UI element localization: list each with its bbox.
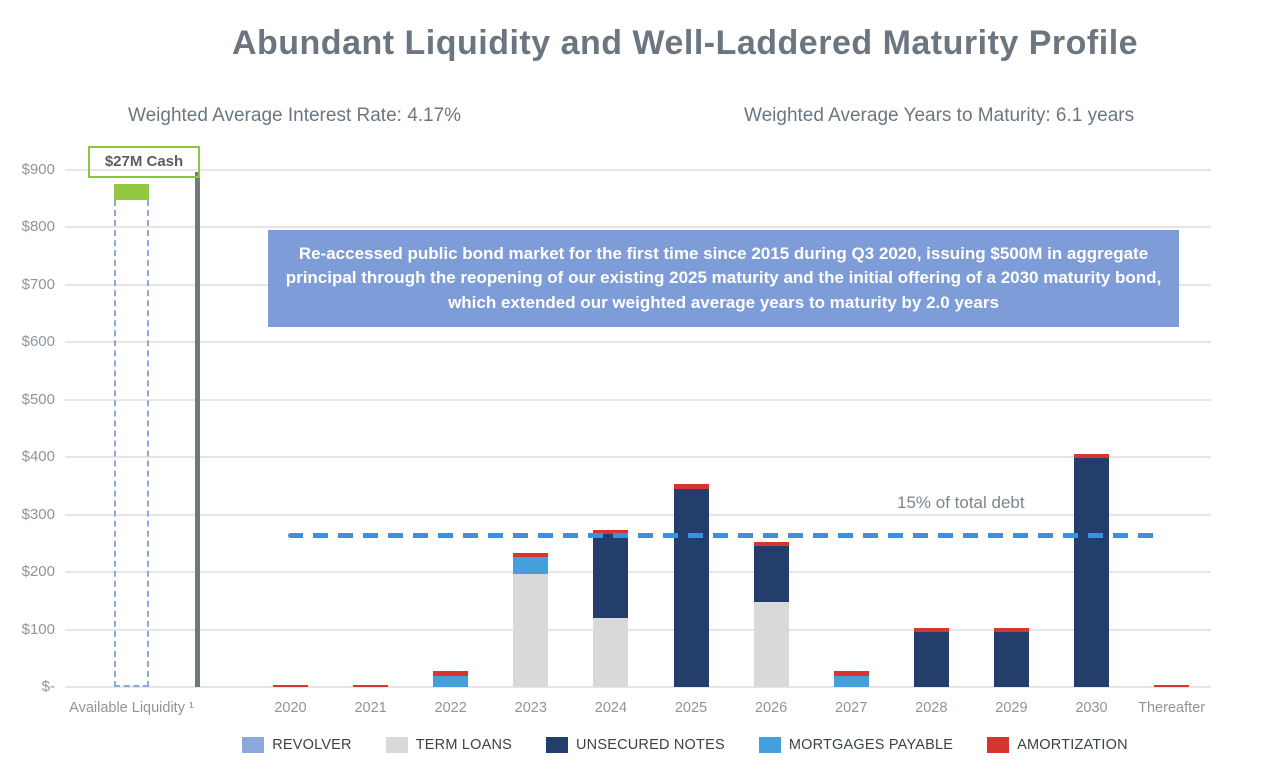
gridline-400 — [65, 456, 1211, 459]
legend-label-amortization: AMORTIZATION — [1017, 737, 1128, 753]
bar-segment-amortization — [433, 670, 469, 677]
bar-segment-cash — [114, 184, 149, 200]
threshold-dashed-line — [288, 532, 1157, 538]
bond-market-note: Re-accessed public bond market for the f… — [268, 230, 1179, 327]
gridline-200 — [65, 571, 1211, 574]
y-axis-tick-label: $900 — [21, 161, 55, 178]
x-axis-label-available-liquidity-: Available Liquidity ¹ — [69, 700, 194, 716]
bar-segment-mortgages-payable — [513, 556, 549, 574]
bar-segment-unsecured-notes — [673, 488, 709, 687]
gridline-100 — [65, 628, 1211, 631]
legend-swatch-mortgages-payable — [758, 737, 781, 753]
bar-segment-term-loans — [593, 618, 629, 687]
bar-segment-amortization — [513, 553, 549, 557]
bar-segment-amortization — [1154, 685, 1190, 687]
x-axis-label-thereafter: Thereafter — [1138, 700, 1206, 716]
chart-legend: REVOLVER TERM LOANS UNSECURED NOTES MORTGAG… — [90, 737, 1280, 753]
axis-separator-line — [195, 172, 200, 687]
legend-swatch-term-loans — [385, 737, 408, 753]
legend-item-amortization: AMORTIZATION — [987, 737, 1128, 753]
bar-segment-amortization — [1074, 454, 1109, 459]
legend-item-term-loans: TERM LOANS — [385, 737, 512, 753]
legend-label-term-loans: TERM LOANS — [415, 737, 512, 753]
legend-label-unsecured-notes: UNSECURED NOTES — [576, 737, 725, 753]
bar-segment-unsecured-notes — [913, 631, 949, 687]
cash-callout: $27M Cash — [88, 146, 200, 178]
x-axis-label-2028: 2028 — [915, 700, 948, 716]
x-axis-label-2027: 2027 — [835, 700, 868, 716]
page-title: Abundant Liquidity and Well-Laddered Mat… — [231, 24, 1139, 62]
legend-swatch-unsecured-notes — [546, 737, 568, 753]
bar-segment-unsecured-notes — [593, 533, 629, 619]
bar-segment-term-loans — [753, 601, 789, 687]
bar-segment-unsecured-notes — [993, 631, 1029, 687]
x-axis-label-2025: 2025 — [674, 700, 708, 716]
chart-plot-area: $- $100 $200 $300 $400 $500 $600 $700 $800 $900 Av… — [22, 161, 1211, 716]
bar-segment-amortization — [673, 484, 709, 489]
legend-label-mortgages-payable: MORTGAGES PAYABLE — [788, 737, 954, 753]
y-axis-tick-label: $600 — [21, 333, 55, 351]
y-axis-tick-label: $300 — [21, 505, 55, 523]
stat-weighted-avg-years-to-maturity: Weighted Average Years to Maturity: 6.1 … — [744, 105, 1135, 126]
bar-segment-mortgages-payable — [833, 675, 869, 687]
threshold-label: 15% of total debt — [897, 492, 1025, 512]
x-axis-label-2029: 2029 — [995, 700, 1028, 716]
legend-item-mortgages-payable: MORTGAGES PAYABLE — [758, 737, 954, 753]
legend-swatch-amortization — [987, 737, 1010, 753]
x-axis-label-2030: 2030 — [1075, 700, 1108, 716]
gridline-900 — [65, 169, 1211, 171]
y-axis-tick-label: $700 — [21, 275, 55, 293]
y-axis-tick-label: $400 — [21, 448, 55, 466]
legend-label-revolver: REVOLVER — [272, 737, 352, 753]
x-axis-label-2026: 2026 — [754, 700, 788, 716]
bar-segment-unsecured-notes — [1074, 458, 1109, 687]
x-axis-label-2021: 2021 — [354, 700, 387, 716]
bar-segment-unsecured-notes — [753, 546, 789, 602]
gridline-0 — [65, 686, 1211, 688]
x-axis-label-2020: 2020 — [274, 700, 307, 716]
y-axis-tick-label: $100 — [21, 620, 55, 638]
bar-segment-amortization — [833, 670, 869, 676]
bar-segment-amortization — [353, 685, 389, 687]
gridline-500 — [65, 398, 1211, 401]
bar-segment-amortization — [753, 541, 789, 547]
bar-segment-amortization — [593, 529, 629, 534]
legend-swatch-revolver — [242, 737, 265, 753]
bar-segment-amortization — [913, 628, 949, 632]
legend-item-revolver: REVOLVER — [242, 737, 352, 753]
x-axis-label-2022: 2022 — [434, 700, 467, 716]
legend-item-unsecured-notes: UNSECURED NOTES — [546, 737, 725, 753]
gridline-300 — [65, 513, 1211, 516]
x-axis-label-2023: 2023 — [514, 700, 547, 716]
y-axis-tick-label: $- — [41, 678, 55, 695]
bar-segment-amortization — [993, 628, 1029, 632]
y-axis-tick-label: $500 — [21, 390, 55, 408]
y-axis-tick-label: $200 — [21, 563, 55, 581]
gridline-800 — [65, 226, 1211, 229]
bar-segment-amortization — [273, 685, 308, 687]
bar-segment-mortgages-payable — [433, 676, 469, 687]
y-axis-tick-label: $800 — [21, 218, 55, 236]
bar-segment-term-loans — [513, 573, 549, 687]
x-axis-label-2024: 2024 — [594, 700, 628, 716]
bar-segment-revolver — [114, 199, 149, 687]
gridline-600 — [65, 341, 1211, 344]
stat-weighted-avg-interest-rate: Weighted Average Interest Rate: 4.17% — [128, 105, 462, 126]
